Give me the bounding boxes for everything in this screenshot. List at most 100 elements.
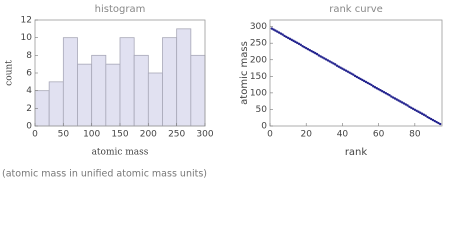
point (424, 114, 427, 117)
plot-frame (269, 19, 443, 127)
x-tick-label: 80 (409, 130, 421, 140)
y-tick-label: 50 (256, 105, 268, 115)
point (372, 85, 375, 88)
point (408, 105, 411, 108)
point (393, 97, 397, 100)
point (276, 30, 279, 33)
x-tick-label: 0 (267, 130, 273, 140)
point (377, 88, 380, 91)
point (390, 95, 393, 98)
point (411, 107, 415, 110)
x-tick-label: 150 (111, 130, 128, 140)
point (426, 115, 429, 119)
x-tick-label: 250 (168, 130, 185, 140)
point (429, 117, 433, 121)
bar (105, 63, 121, 127)
point (321, 56, 324, 59)
bar (176, 28, 192, 127)
point (286, 36, 290, 40)
x-axis-label: atomic mass (92, 148, 149, 158)
point (299, 43, 302, 47)
point (379, 89, 382, 92)
point (415, 109, 418, 112)
point (343, 68, 346, 71)
point (435, 120, 438, 124)
y-tick-label: 150 (250, 72, 267, 82)
point (319, 55, 322, 58)
chart-title: histogram (95, 4, 146, 15)
y-tick-label: 6 (26, 69, 32, 79)
x-tick-label: 300 (196, 130, 213, 140)
point (281, 33, 284, 36)
y-tick-label: 12 (21, 16, 32, 26)
point (328, 60, 331, 63)
point (285, 35, 288, 39)
y-tick-label: 300 (250, 22, 267, 32)
point (406, 104, 409, 107)
y-tick-label: 0 (261, 122, 267, 132)
point (364, 80, 368, 84)
y-tick-label: 100 (250, 88, 267, 98)
bar (147, 72, 163, 127)
y-axis-label: count (5, 60, 15, 86)
bar (162, 37, 178, 127)
point (288, 37, 292, 41)
point (366, 81, 369, 85)
point (417, 110, 420, 113)
y-axis-label: atomic mass (239, 41, 250, 105)
point (433, 119, 436, 123)
point (388, 93, 391, 97)
point (337, 65, 340, 68)
point (310, 49, 313, 53)
point (295, 41, 299, 45)
point (359, 77, 362, 81)
x-tick-label: 200 (140, 130, 157, 140)
x-tick-label: 40 (337, 130, 349, 140)
point (391, 96, 395, 99)
y-tick-label: 2 (26, 104, 32, 114)
point (323, 57, 326, 60)
point (368, 82, 371, 86)
x-tick-label: 100 (83, 130, 100, 140)
point (292, 39, 295, 43)
point (382, 91, 386, 94)
point (404, 103, 407, 106)
point (384, 92, 388, 95)
bar (48, 81, 64, 127)
point (294, 40, 297, 44)
point (290, 38, 293, 42)
y-tick-label: 0 (26, 122, 32, 132)
bar (119, 37, 135, 127)
y-tick-label: 10 (21, 33, 33, 43)
x-tick-label: 20 (300, 130, 312, 140)
point (395, 98, 398, 101)
point (339, 66, 342, 69)
point (279, 32, 283, 35)
point (348, 71, 351, 74)
point (373, 86, 377, 89)
point (277, 31, 281, 34)
point (370, 83, 373, 87)
point (297, 42, 301, 46)
point (437, 121, 440, 125)
x-axis-label: rank (345, 147, 368, 158)
x-tick-label: 0 (32, 130, 38, 140)
point (428, 116, 431, 120)
point (303, 45, 306, 49)
point (314, 51, 317, 55)
point (355, 75, 359, 79)
point (333, 63, 337, 66)
point (357, 76, 360, 80)
point (308, 48, 312, 52)
point (386, 93, 389, 96)
point (272, 28, 275, 31)
bar (133, 54, 149, 127)
point (283, 34, 286, 38)
point (312, 50, 315, 54)
point (402, 102, 406, 105)
point (419, 111, 422, 114)
point (315, 52, 319, 56)
y-tick-label: 250 (250, 39, 267, 49)
point (362, 79, 366, 83)
point (397, 99, 400, 102)
